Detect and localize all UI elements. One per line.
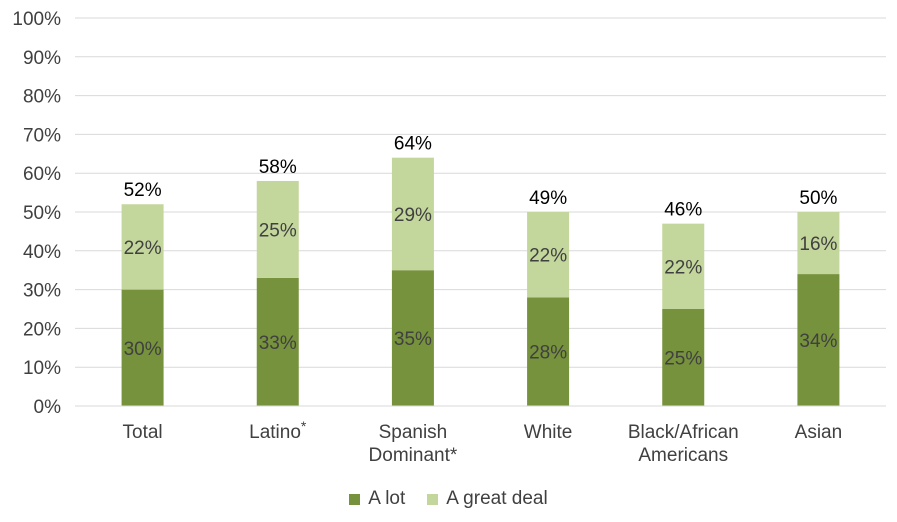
data-label: 16% <box>799 234 837 255</box>
bar-segment <box>256 277 299 406</box>
total-label: 58% <box>259 157 297 178</box>
bar-segment <box>527 297 570 406</box>
x-tick-label: Spanish <box>379 422 448 443</box>
y-tick-label: 10% <box>23 358 61 379</box>
total-label: 46% <box>664 200 702 221</box>
legend-label-a-great-deal: A great deal <box>446 488 548 509</box>
x-tick-label: Asian <box>795 422 843 443</box>
y-tick-label: 60% <box>23 164 61 185</box>
y-tick-label: 100% <box>12 9 61 30</box>
bar-segment <box>391 270 434 406</box>
bar-segment <box>121 289 164 406</box>
total-label: 49% <box>529 188 567 209</box>
y-tick-label: 80% <box>23 87 61 108</box>
legend-item-a-lot: A lot <box>349 488 405 510</box>
total-label: 52% <box>124 180 162 201</box>
x-tick-label: White <box>524 422 573 443</box>
data-label: 30% <box>124 339 162 360</box>
data-label: 22% <box>664 257 702 278</box>
bar-segment <box>662 223 705 309</box>
data-label: 22% <box>124 238 162 259</box>
y-tick-label: 0% <box>34 397 62 418</box>
data-label: 22% <box>529 246 567 267</box>
x-tick-label: Black/African <box>628 422 739 443</box>
legend-swatch-a-lot <box>349 493 361 505</box>
total-label: 64% <box>394 134 432 155</box>
x-tick-label: Latino* <box>249 418 307 443</box>
data-label: 25% <box>664 349 702 370</box>
y-tick-label: 40% <box>23 242 61 263</box>
legend: A lot A great deal <box>0 488 897 510</box>
total-label: 50% <box>799 188 837 209</box>
stacked-bar-chart: 0% 10% 20% 30% 40% 50% 60% 70% 80% 90% 100% 30% 22% 5… <box>12 9 886 466</box>
data-label: 34% <box>799 331 837 352</box>
data-label: 35% <box>394 329 432 350</box>
data-label: 25% <box>259 220 297 241</box>
bar-segment <box>121 204 164 290</box>
y-tick-label: 70% <box>23 125 61 146</box>
legend-item-a-great-deal: A great deal <box>427 488 548 510</box>
bar-segment <box>797 274 840 406</box>
y-tick-label: 30% <box>23 281 61 302</box>
bar-segment <box>797 212 840 275</box>
data-label: 29% <box>394 205 432 226</box>
bar-segment <box>256 180 299 278</box>
data-label: 33% <box>259 333 297 354</box>
legend-swatch-a-great-deal <box>427 493 439 505</box>
y-tick-label: 50% <box>23 203 61 224</box>
bar-segment <box>662 309 705 406</box>
bar-segment <box>527 212 570 298</box>
y-tick-label: 90% <box>23 48 61 69</box>
data-label: 28% <box>529 343 567 364</box>
legend-label-a-lot: A lot <box>368 488 406 509</box>
x-tick-label: Total <box>123 422 163 443</box>
y-tick-label: 20% <box>23 319 61 340</box>
bar-segment <box>391 157 434 271</box>
x-tick-label: Dominant* <box>369 445 458 466</box>
x-tick-label: Americans <box>638 445 728 466</box>
